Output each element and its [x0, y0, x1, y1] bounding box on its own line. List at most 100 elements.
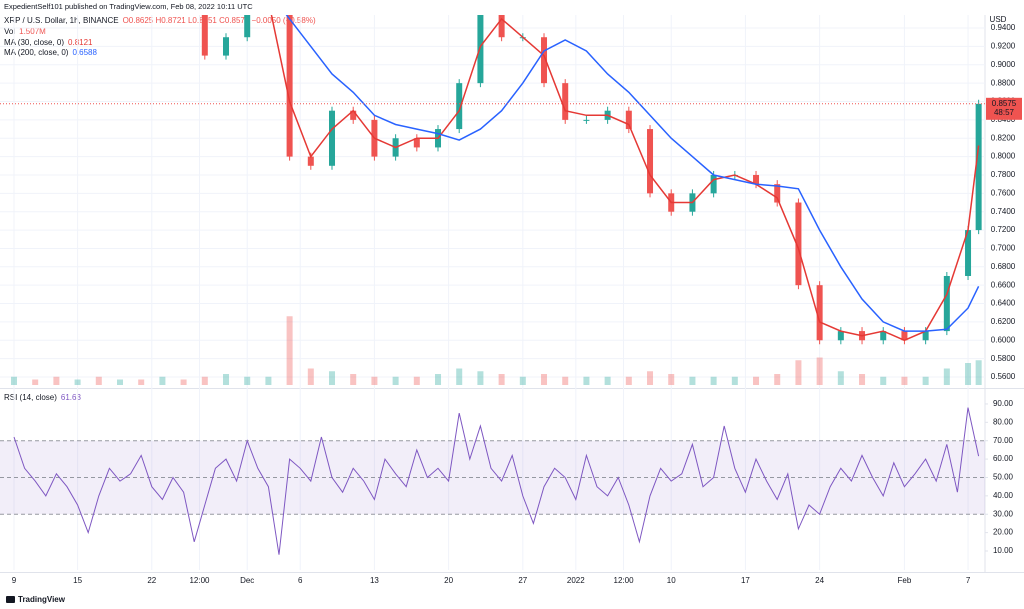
y-tick-label: 0.6400	[991, 299, 1016, 308]
ohlc: O0.8625 H0.8721 L0.8551 C0.8575 −0.0050 …	[123, 16, 316, 25]
price-pane	[10, 15, 982, 385]
legend-rsi: RSI (14, close) 61.63	[4, 393, 81, 402]
volume-bar	[392, 376, 399, 385]
volume-bar	[74, 379, 81, 385]
x-tick-label: 6	[298, 576, 303, 585]
volume-bar	[668, 374, 675, 385]
volume-bar	[223, 374, 230, 385]
volume-bar	[562, 376, 569, 385]
candle-body	[244, 15, 251, 38]
candle-body	[625, 110, 632, 130]
ma30-last: 0.8121	[68, 38, 93, 47]
candle-body	[774, 184, 781, 203]
volume-bar	[519, 376, 526, 385]
x-tick-label: 12:00	[189, 576, 210, 585]
volume-bar	[159, 376, 166, 385]
y-tick-label: 0.6800	[991, 262, 1016, 271]
candle-body	[943, 275, 950, 332]
candle-body	[583, 119, 590, 121]
y-tick-label: 10.00	[993, 546, 1014, 555]
x-tick-label: Feb	[898, 576, 912, 585]
x-tick-label: 2022	[567, 576, 585, 585]
y-tick-label: 30.00	[993, 509, 1014, 518]
volume-bar	[498, 374, 505, 385]
volume-bar	[53, 376, 60, 385]
y-tick-label: 0.9000	[991, 60, 1016, 69]
volume-bar	[837, 371, 844, 385]
x-tick-label: 24	[815, 576, 824, 585]
volume-bar	[880, 376, 887, 385]
candle-body	[837, 331, 844, 341]
y-tick-label: 0.5600	[991, 372, 1016, 381]
x-tick-label: 9	[12, 576, 17, 585]
candle-body	[223, 37, 230, 56]
y-tick-label: 90.00	[993, 399, 1014, 408]
candle-body	[498, 15, 505, 38]
footer-brand: TradingView	[18, 595, 66, 604]
y-tick-label: 0.7400	[991, 207, 1016, 216]
y-tick-label: 0.6200	[991, 317, 1016, 326]
y-tick-label: 0.9400	[991, 23, 1016, 32]
x-tick-label: 13	[370, 576, 379, 585]
y-tick-label: 0.8000	[991, 152, 1016, 161]
rsi-pane	[13, 407, 980, 555]
volume-bar	[647, 371, 654, 385]
volume-bar	[710, 376, 717, 385]
x-tick-label: Dec	[240, 576, 254, 585]
volume-bar	[975, 360, 982, 385]
legend-symbol: XRP / U.S. Dollar, 1h, BINANCE O0.8625 H0…	[4, 16, 316, 25]
volume-bar	[604, 376, 611, 385]
candle-body	[710, 174, 717, 194]
x-tick-label: 20	[444, 576, 453, 585]
candle-body	[286, 15, 293, 157]
volume-bar	[774, 374, 781, 385]
candle-body	[477, 15, 484, 84]
y-tick-label: 0.7800	[991, 170, 1016, 179]
candle-body	[753, 174, 760, 185]
candle-body	[975, 103, 982, 231]
volume-bar	[201, 376, 208, 385]
candle-body	[350, 110, 357, 120]
volume-bar	[816, 357, 823, 385]
x-tick-label: 22	[147, 576, 156, 585]
candle-body	[329, 110, 336, 166]
candle-body	[965, 230, 972, 276]
y-tick-label: 20.00	[993, 528, 1014, 537]
rsi-name: RSI (14, close)	[4, 393, 57, 402]
rsi-last: 61.63	[61, 393, 82, 402]
volume-bar	[435, 374, 442, 385]
y-tick-label: 0.8200	[991, 133, 1016, 142]
volume-bar	[541, 374, 548, 385]
volume-bar	[901, 376, 908, 385]
y-tick-label: 0.6000	[991, 335, 1016, 344]
volume-bar	[413, 376, 420, 385]
candle-body	[647, 129, 654, 194]
volume-bar	[138, 379, 145, 385]
candle-body	[922, 331, 929, 341]
currency: USD	[990, 15, 1007, 24]
logo-icon	[6, 596, 15, 603]
ma200-name: MA (200, close, 0)	[4, 48, 69, 57]
candle-body	[880, 331, 887, 341]
x-tick-label: 17	[741, 576, 750, 585]
x-tick-label: 15	[73, 576, 82, 585]
volume-bar	[307, 368, 314, 385]
volume-bar	[371, 376, 378, 385]
legend-ma200: MA (200, close, 0) 0.6588	[4, 48, 98, 57]
candle-body	[901, 331, 908, 341]
volume-bar	[32, 379, 39, 385]
y-tick-label: 0.7200	[991, 225, 1016, 234]
moving-average	[270, 15, 980, 342]
volume-bar	[265, 376, 272, 385]
volume-bar	[859, 374, 866, 385]
candle-body	[795, 202, 802, 286]
candle-body	[816, 285, 823, 341]
candle-body	[541, 37, 548, 84]
x-tick-label: 12:00	[614, 576, 635, 585]
y-tick-label: 0.7600	[991, 188, 1016, 197]
x-tick-label: 7	[966, 576, 971, 585]
y-tick-label: 60.00	[993, 454, 1014, 463]
volume-last: 1.507M	[19, 27, 46, 36]
volume-bar	[731, 376, 738, 385]
symbol: XRP / U.S. Dollar, 1h, BINANCE	[4, 16, 119, 25]
